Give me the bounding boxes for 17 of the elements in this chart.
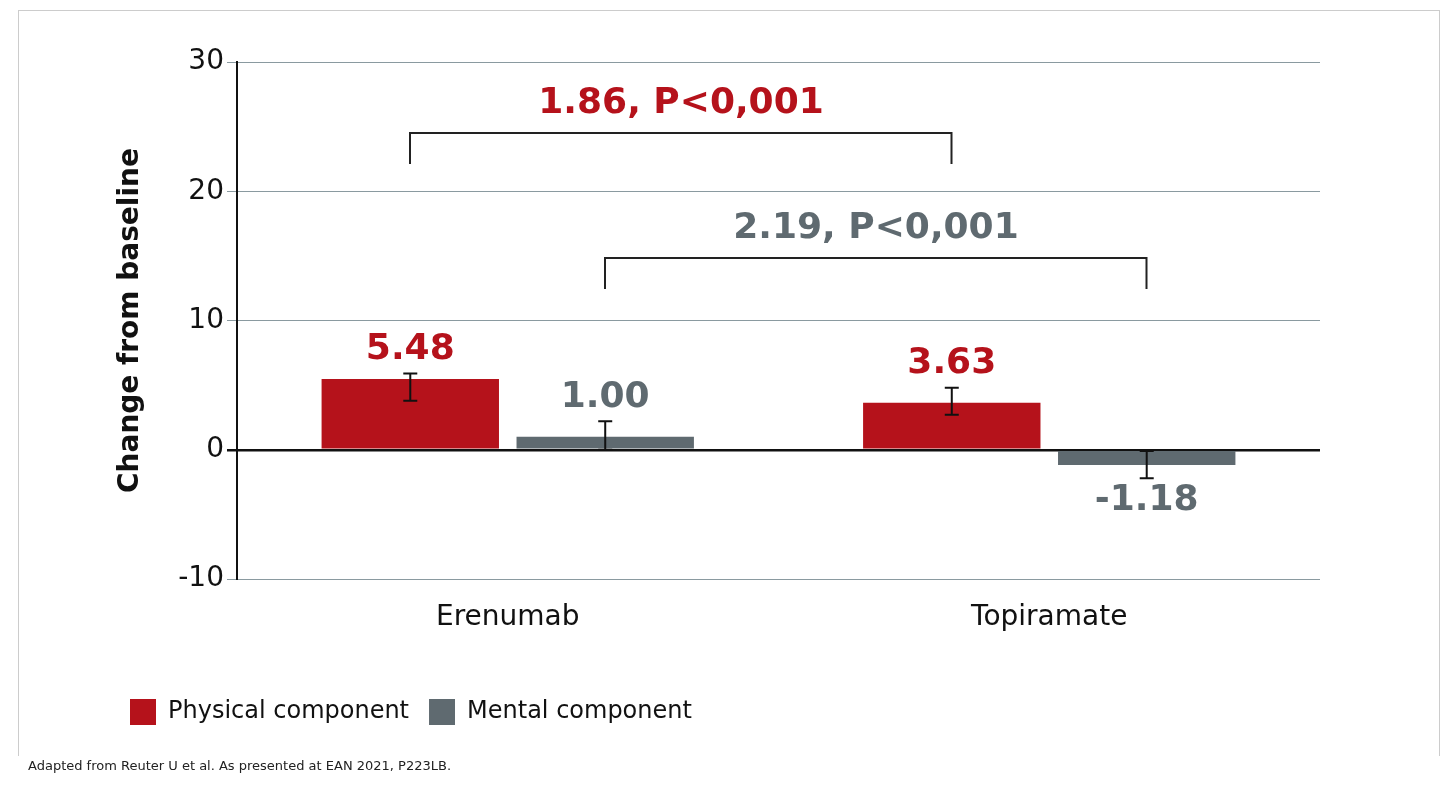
y-tick-label: -10 xyxy=(178,560,224,594)
text: Adapted from Reuter U et al. As presented at EAN 2021, P223LB. xyxy=(28,758,452,773)
legend-label: Physical component xyxy=(168,696,410,725)
y-axis-title: Change from baseline xyxy=(112,148,146,493)
y-tick-label: 10 xyxy=(188,301,224,335)
data-label: -1.18 xyxy=(1094,476,1199,518)
x-tick-label: Erenumab xyxy=(435,599,580,633)
annotation: 2.19, P<0,001 xyxy=(733,205,1019,247)
data-label: 1.00 xyxy=(560,373,650,415)
y-tick-label: 30 xyxy=(188,43,224,77)
y-tick-label: 0 xyxy=(206,431,224,465)
y-tick-label: 20 xyxy=(188,172,224,206)
data-label: 5.48 xyxy=(365,325,455,367)
legend-label: Mental component xyxy=(467,696,692,725)
x-tick-label: Topiramate xyxy=(970,599,1128,633)
annotation: 1.86, P<0,001 xyxy=(538,80,824,122)
data-label: 3.63 xyxy=(907,340,997,382)
